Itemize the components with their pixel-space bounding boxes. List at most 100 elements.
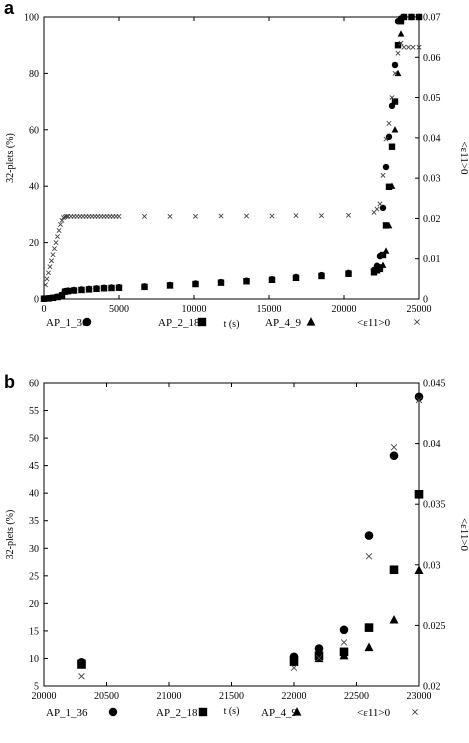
data-point-cross [416,44,422,50]
x-tick-label: 15000 [257,304,282,315]
y-tick-label: 40 [29,489,39,500]
x-tick-label: 20000 [32,691,57,702]
legend: AP_1_36 AP_2_18 AP_4_9 <ε11>0 [46,707,418,719]
data-marks [76,392,424,680]
data-point-triangle [115,284,123,291]
x-tick-label: 21000 [157,691,182,702]
data-point-circle [391,61,399,69]
data-point-triangle [78,286,85,293]
data-point-square [364,623,374,632]
data-point-triangle [76,660,87,669]
legend-label: <ε11>0 [357,317,391,329]
data-point-triangle [70,287,78,294]
data-point-square [391,98,399,105]
legend-marker-cross [414,319,420,325]
data-point-cross [47,264,53,270]
data-point-triangle [40,295,48,302]
legend-marker-circle [82,317,92,327]
x-tick-label: 22000 [282,691,307,702]
data-point-triangle [379,261,387,268]
legend-marker-square [197,317,207,327]
data-point-square [389,565,399,575]
data-point-square [388,143,396,150]
y2-axis-label: <ε11>0 [458,518,469,552]
y2-tick-label: 0.02 [423,214,441,225]
data-point-triangle [364,642,374,652]
legend-label: AP_2_18 [158,317,200,329]
data-point-triangle [400,13,408,20]
data-point-triangle [397,30,405,37]
x-tick-label: 22500 [344,691,369,702]
y-tick-label: 60 [29,125,39,136]
y2-tick-label: 0.06 [423,53,441,64]
data-point-cross [244,213,249,219]
data-point-cross [377,201,383,207]
data-point-triangle [45,294,52,302]
data-point-square [385,183,393,190]
y-tick-label: 45 [29,461,39,472]
data-point-cross [401,44,407,50]
data-point-triangle [100,284,108,292]
legend-marker-circle [108,707,118,717]
data-point-square [414,489,424,499]
legend-label: <ε11>0 [357,707,391,719]
y-tick-label: 25 [29,571,39,582]
data-point-cross [395,50,401,56]
y2-tick-label: 0.04 [423,133,441,144]
y-tick-label: 30 [29,544,39,555]
data-point-cross [56,228,62,234]
legend-label: AP_4_9 [261,707,298,719]
y-axis-label: 32-plets (%) [5,510,16,560]
data-point-cross [49,258,54,264]
data-point-cross [53,240,59,246]
data-point-cross [193,213,198,219]
data-point-cross [78,673,85,680]
data-point-triangle [391,126,399,133]
y-tick-label: 60 [29,379,39,390]
data-point-cross [380,172,386,178]
plot-area [43,16,420,300]
data-point-cross [44,276,50,282]
data-point-square [397,18,405,25]
data-point-cross [315,654,323,662]
data-point-triangle [268,276,276,283]
data-point-cross [52,246,57,252]
plot-area [43,382,420,687]
data-point-cross [389,95,395,101]
data-point-triangle [64,287,72,295]
y-tick-label: 10 [29,654,39,665]
data-point-triangle [385,222,393,229]
y-tick-label: 20 [29,599,39,610]
data-point-triangle [382,247,390,254]
data-point-cross [269,213,275,219]
data-point-triangle [243,277,250,285]
legend-label: AP_1_36 [46,317,88,329]
y2-tick-label: 0.035 [423,500,446,511]
data-point-triangle [376,265,384,273]
data-point-cross [390,443,398,451]
chart-a: 0 5000 10000 15000 20000 2500002040608010000.… [5,13,469,331]
data-point-cross [386,120,392,126]
data-point-cross [340,639,348,646]
legend-marker-square [198,707,208,717]
data-point-triangle [108,284,115,292]
y-tick-label: 100 [24,13,39,24]
data-marks [40,13,423,302]
legend-label: AP_4_9 [265,317,302,329]
y2-tick-label: 0 [423,295,428,306]
x-tick-label: 10000 [182,304,207,315]
data-point-triangle [345,270,352,277]
data-point-cross [365,553,373,560]
data-point-triangle [292,274,300,281]
data-point-circle [385,133,393,141]
data-point-triangle [408,13,415,20]
data-point-cross [374,206,380,212]
y-tick-label: 0 [34,295,39,306]
y-tick-label: 15 [29,626,39,637]
data-point-triangle [217,279,225,286]
y2-axis-label: <ε11>0 [458,141,469,175]
data-point-circle [379,204,387,212]
y2-tick-label: 0.03 [423,560,441,571]
x-tick-label: 23000 [407,691,432,702]
